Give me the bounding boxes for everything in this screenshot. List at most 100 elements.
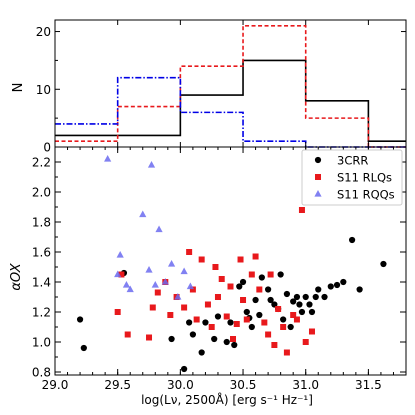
- data-point-s11-rlqs: [233, 321, 240, 327]
- scatter-y-tick-label: 1.0: [32, 336, 51, 350]
- scatter-y-tick-label: 1.8: [32, 216, 51, 230]
- data-point-s11-rlqs: [271, 342, 278, 348]
- data-point-s11-rlqs: [243, 316, 250, 323]
- data-point-s11-rlqs: [218, 276, 225, 282]
- scatter-x-tick-label: 29.5: [104, 378, 131, 392]
- data-point-3crr: [287, 323, 294, 331]
- scatter-y-tick-label: 1.2: [32, 306, 51, 320]
- data-point-s11-rlqs: [124, 331, 131, 338]
- scatter-x-tick-label: 30.5: [230, 378, 257, 392]
- histogram-panel: 0 10 20: [36, 19, 407, 155]
- data-point-3crr: [321, 293, 328, 301]
- legend-marker: [315, 174, 321, 180]
- data-point-3crr: [198, 349, 205, 356]
- histogram-y-axis-label: N: [11, 83, 26, 93]
- data-point-s11-rlqs: [302, 339, 309, 345]
- data-point-s11-rlqs: [167, 312, 174, 318]
- data-point-s11-rlqs: [208, 324, 215, 330]
- data-point-3crr: [252, 296, 259, 304]
- scatter-x-tick-label: 31.5: [355, 378, 382, 392]
- data-point-s11-rlqs: [298, 207, 305, 213]
- data-point-s11-rlqs: [283, 349, 290, 356]
- data-point-s11-rqqs: [116, 251, 124, 258]
- data-point-s11-rlqs: [198, 256, 205, 263]
- data-point-3crr: [231, 341, 238, 349]
- data-point-3crr: [248, 323, 255, 331]
- scatter-panel: 29.0 29.5 30.0 30.5 31.0 31.5 0.8 1.0 1.2 1.4 1.6 1…: [32, 146, 407, 392]
- histogram-step-s11-rlqs: [55, 24, 406, 148]
- legend-label: S11 RLQs: [337, 171, 392, 185]
- data-point-s11-rqqs: [147, 161, 156, 168]
- data-point-s11-rqqs: [139, 210, 147, 218]
- scatter-y-tick-label: 2.2: [32, 156, 51, 170]
- data-point-3crr: [168, 335, 175, 343]
- legend-marker: [314, 156, 322, 164]
- data-point-3crr: [189, 331, 196, 338]
- scatter-y-tick-label: 1.4: [32, 276, 51, 290]
- data-point-s11-rqqs: [122, 281, 131, 288]
- data-point-s11-rqqs: [155, 225, 163, 233]
- data-point-3crr: [181, 365, 188, 373]
- data-point-3crr: [327, 283, 334, 290]
- data-point-s11-rqqs: [167, 260, 176, 267]
- data-point-s11-rqqs: [104, 155, 112, 162]
- data-point-s11-rqqs: [114, 270, 122, 278]
- data-point-s11-rqqs: [186, 282, 194, 290]
- data-point-3crr: [348, 236, 356, 244]
- data-point-s11-rlqs: [212, 264, 219, 270]
- data-point-s11-rqqs: [126, 285, 134, 293]
- data-point-s11-rlqs: [265, 331, 272, 338]
- data-point-3crr: [290, 298, 297, 305]
- histogram-step-3crr: [55, 59, 406, 143]
- data-point-s11-rlqs: [293, 316, 300, 323]
- data-point-s11-rlqs: [186, 249, 193, 255]
- data-point-s11-rlqs: [181, 304, 188, 311]
- data-point-s11-rqqs: [174, 293, 182, 300]
- legend-label: 3CRR: [337, 154, 368, 168]
- scatter-x-tick-label: 30.0: [167, 378, 194, 392]
- data-point-s11-rlqs: [252, 253, 259, 260]
- scatter-y-axis-label: αOX: [9, 262, 24, 290]
- data-point-3crr: [236, 283, 243, 290]
- scatter-x-tick-label: 31.0: [292, 378, 319, 392]
- data-point-s11-rlqs: [146, 334, 153, 341]
- data-point-s11-rlqs: [230, 336, 237, 342]
- data-point-3crr: [76, 316, 84, 323]
- data-point-s11-rlqs: [275, 306, 282, 312]
- data-point-3crr: [380, 260, 387, 268]
- data-point-s11-rlqs: [267, 271, 274, 278]
- data-point-s11-rlqs: [214, 294, 221, 300]
- data-point-s11-rqqs: [151, 281, 159, 288]
- data-point-s11-rlqs: [290, 312, 297, 318]
- scatter-x-axis-label: log(Lν, 2500Å) [erg s⁻¹ Hz⁻¹]: [141, 392, 313, 407]
- data-point-3crr: [223, 338, 230, 346]
- data-point-s11-rlqs: [308, 328, 315, 335]
- data-point-3crr: [267, 296, 274, 304]
- data-point-s11-rlqs: [189, 286, 196, 293]
- data-point-s11-rlqs: [240, 297, 247, 303]
- data-point-s11-rqqs: [161, 278, 169, 285]
- data-point-3crr: [265, 286, 272, 293]
- data-point-s11-rlqs: [280, 324, 287, 330]
- data-point-s11-rqqs: [145, 266, 153, 273]
- data-point-3crr: [333, 281, 341, 289]
- data-point-3crr: [214, 313, 222, 320]
- data-point-3crr: [80, 344, 87, 352]
- data-point-s11-rlqs: [118, 271, 125, 278]
- legend: 3CRR S11 RLQs S11 RQQs: [301, 149, 403, 206]
- data-point-3crr: [211, 335, 218, 343]
- legend-label: S11 RQQs: [337, 188, 395, 202]
- data-point-3crr: [256, 311, 263, 319]
- data-point-3crr: [243, 308, 250, 316]
- scatter-y-tick-label: 0.8: [32, 366, 51, 380]
- data-point-s11-rqqs: [180, 267, 188, 275]
- histogram-y-tick-label: 0: [43, 141, 51, 155]
- histogram-frame: [54, 19, 407, 148]
- scatter-y-tick-label: 1.6: [32, 246, 51, 260]
- histogram-y-tick-label: 20: [36, 25, 51, 39]
- data-point-s11-rlqs: [261, 319, 268, 326]
- data-point-s11-rlqs: [256, 286, 263, 293]
- data-point-s11-rlqs: [149, 304, 156, 311]
- data-point-3crr: [298, 308, 306, 316]
